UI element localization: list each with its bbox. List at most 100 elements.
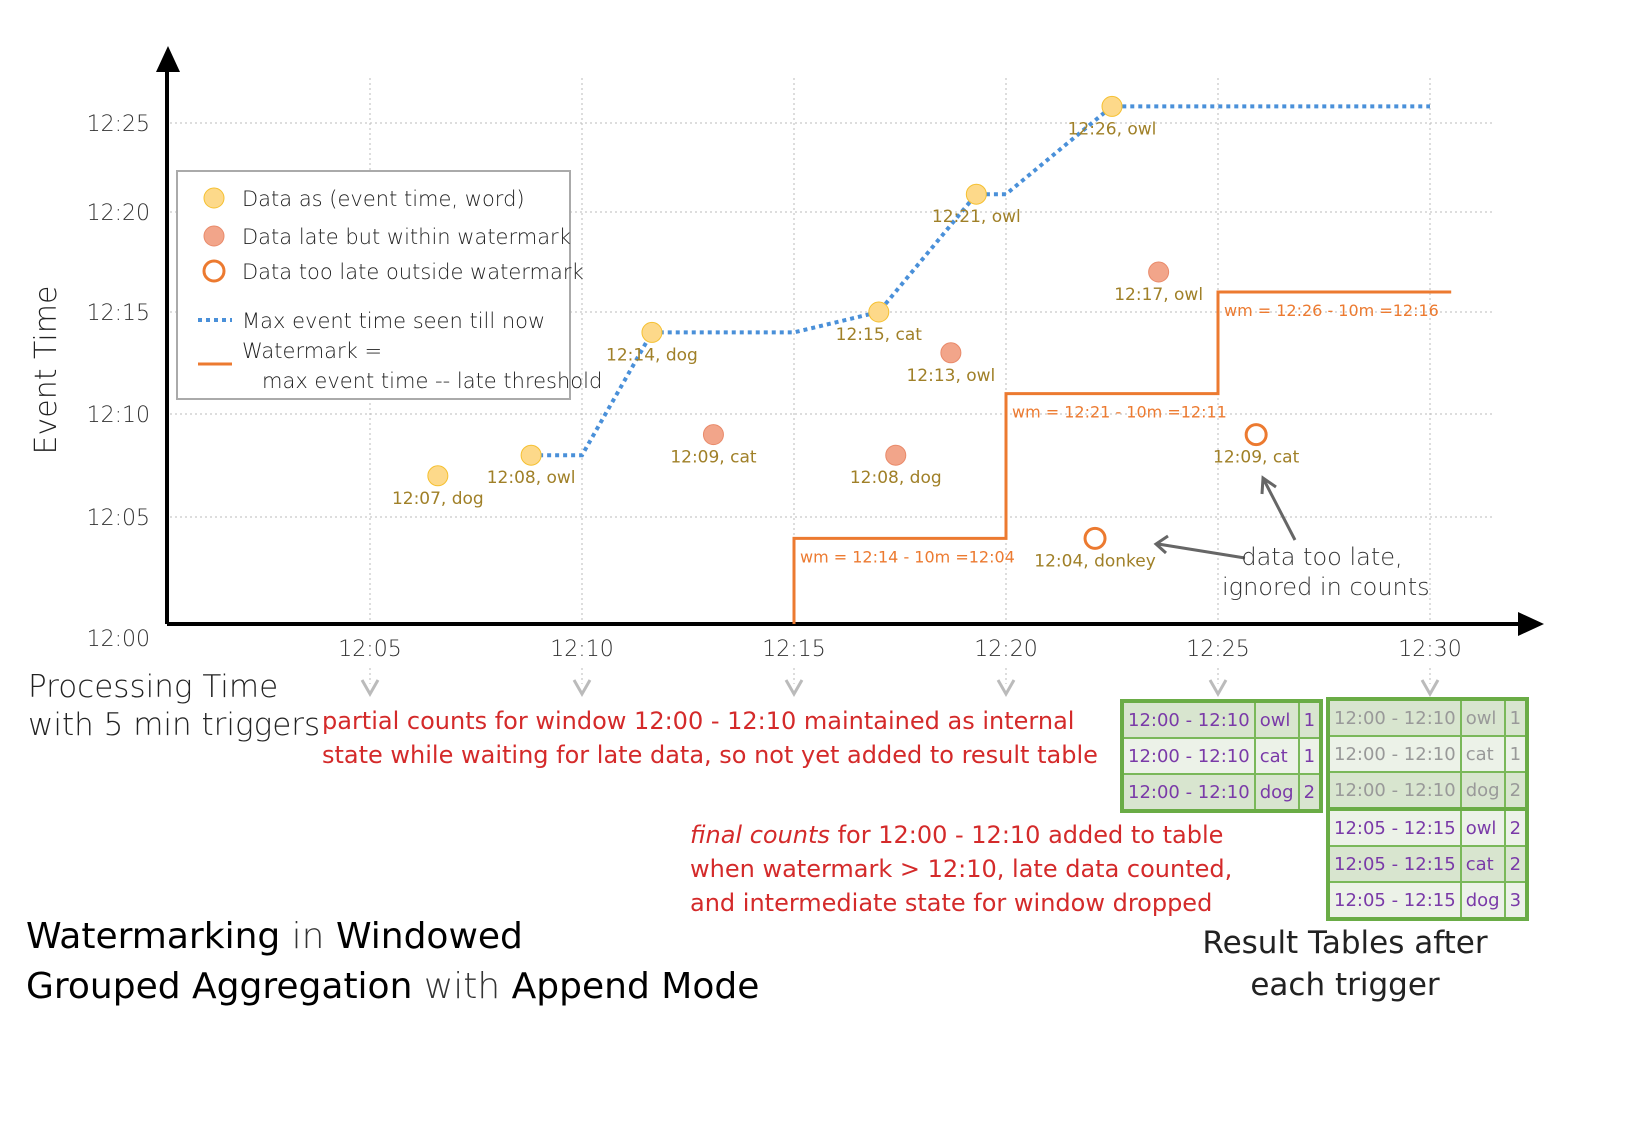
trigger-arrow-icon xyxy=(1420,679,1440,698)
count-cell: 1 xyxy=(1297,737,1323,775)
legend-label: max event time -- late threshold xyxy=(262,369,602,393)
trigger-arrow-icon xyxy=(784,679,804,698)
final-line3: and intermediate state for window droppe… xyxy=(690,889,1213,917)
legend-label: Max event time seen till now xyxy=(242,309,545,333)
table-row: 12:05 - 12:15 dog 3 xyxy=(1327,881,1529,920)
watermark-label: wm = 12:21 - 10m =12:11 xyxy=(1012,403,1227,422)
x-axis-arrow-icon xyxy=(1518,612,1544,636)
watermark-label: wm = 12:14 - 10m =12:04 xyxy=(800,547,1015,566)
data-point xyxy=(965,183,987,205)
count-cell: 2 xyxy=(1503,807,1529,847)
window-cell: 12:00 - 12:10 xyxy=(1121,700,1256,739)
legend-data-icon xyxy=(203,187,225,209)
count-cell: 1 xyxy=(1297,700,1323,739)
count-cell: 1 xyxy=(1503,698,1529,737)
y-tick-label: 12:25 xyxy=(87,112,150,137)
word-cell: owl xyxy=(1459,807,1506,847)
late-point xyxy=(940,342,962,364)
max-event-time-line xyxy=(531,104,1430,458)
word-cell: cat xyxy=(1459,735,1506,773)
window-cell: 12:05 - 12:15 xyxy=(1327,881,1462,920)
title-part: with xyxy=(412,966,512,1007)
result-table-12-30: 12:00 - 12:10 owl 1 12:00 - 12:10 cat 1 12:00 … xyxy=(1326,697,1530,921)
partial-line2: state while waiting for late data, so no… xyxy=(322,741,1098,769)
legend-label: Data as (event time, word) xyxy=(242,187,525,211)
y-tick-label: 12:10 xyxy=(87,403,150,428)
legend-too-late-icon xyxy=(202,259,226,283)
trigger-arrow-icon xyxy=(572,679,592,698)
y-axis-label: Event Time xyxy=(29,286,64,455)
count-cell: 1 xyxy=(1503,735,1529,773)
partial-counts-note: partial counts for window 12:00 - 12:10 … xyxy=(322,704,1098,772)
final-line2: when watermark > 12:10, late data counte… xyxy=(690,855,1233,883)
legend-label: Data late but within watermark xyxy=(242,225,571,249)
point-label: 12:17, owl xyxy=(1114,285,1203,305)
y-tick-label: 12:15 xyxy=(87,301,150,326)
title-part: Watermarking xyxy=(26,916,281,957)
point-label: 12:08, dog xyxy=(850,468,942,488)
caption-line1: Result Tables after xyxy=(1202,925,1488,961)
watermark-label: wm = 12:26 - 10m =12:16 xyxy=(1224,301,1439,320)
partial-line1: partial counts for window 12:00 - 12:10 … xyxy=(322,707,1075,735)
window-cell: 12:05 - 12:15 xyxy=(1327,807,1462,847)
window-cell: 12:00 - 12:10 xyxy=(1121,737,1256,775)
word-cell: dog xyxy=(1253,773,1300,812)
data-point xyxy=(427,465,449,487)
count-cell: 2 xyxy=(1503,771,1529,810)
too-late-arrow-icon xyxy=(1260,475,1297,541)
too-late-line1: data too late, xyxy=(1241,543,1403,571)
too-late-point xyxy=(1244,423,1268,447)
late-point xyxy=(702,424,724,446)
x-axis-label: Processing Time with 5 min triggers xyxy=(28,668,320,744)
window-cell: 12:00 - 12:10 xyxy=(1121,773,1256,812)
y-tick-label: 12:20 xyxy=(87,201,150,226)
x-tick-label: 12:20 xyxy=(974,637,1037,662)
word-cell: dog xyxy=(1459,881,1506,920)
table-row: 12:00 - 12:10 dog 2 xyxy=(1121,773,1323,812)
final-counts-em: final counts xyxy=(690,821,830,849)
diagram-title: Watermarking in Windowed Grouped Aggrega… xyxy=(26,912,759,1012)
x-axis-label-line1: Processing Time xyxy=(28,669,279,705)
x-tick-label: 12:25 xyxy=(1186,637,1249,662)
point-label: 12:15, cat xyxy=(836,325,923,345)
point-label: 12:26, owl xyxy=(1068,119,1157,139)
point-label: 12:04, donkey xyxy=(1034,551,1156,571)
table-row: 12:05 - 12:15 owl 2 xyxy=(1327,807,1529,847)
point-label: 12:07, dog xyxy=(392,489,484,509)
x-tick-label: 12:15 xyxy=(762,637,825,662)
title-part: Grouped Aggregation xyxy=(26,966,413,1007)
final-line1: for 12:00 - 12:10 added to table xyxy=(829,821,1224,849)
word-cell: dog xyxy=(1459,771,1506,810)
y-axis-arrow-icon xyxy=(156,46,180,72)
legend-late-icon xyxy=(203,225,225,247)
late-point xyxy=(1148,261,1170,283)
point-label: 12:08, owl xyxy=(487,468,576,488)
too-late-arrow-icon xyxy=(1153,534,1246,560)
data-point xyxy=(868,301,890,323)
x-tick-label: 12:05 xyxy=(338,637,401,662)
data-point xyxy=(1101,95,1123,117)
word-cell: owl xyxy=(1459,698,1506,737)
window-cell: 12:00 - 12:10 xyxy=(1327,771,1462,810)
window-cell: 12:05 - 12:15 xyxy=(1327,845,1462,883)
late-point xyxy=(885,444,907,466)
title-part: Windowed xyxy=(335,916,523,957)
caption-line2: each trigger xyxy=(1250,967,1440,1003)
title-part: in xyxy=(280,916,336,957)
x-axis-label-line2: with 5 min triggers xyxy=(28,707,321,743)
table-row: 12:00 - 12:10 cat 1 xyxy=(1327,735,1529,773)
table-row: 12:00 - 12:10 owl 1 xyxy=(1327,698,1529,737)
too-late-note: data too late, ignored in counts xyxy=(1222,542,1430,602)
window-cell: 12:00 - 12:10 xyxy=(1327,735,1462,773)
word-cell: owl xyxy=(1253,700,1300,739)
too-late-point xyxy=(1083,526,1107,550)
y-tick-label: 12:00 xyxy=(87,627,150,652)
result-tables-caption: Result Tables after each trigger xyxy=(1200,922,1490,1006)
data-point xyxy=(641,321,663,343)
count-cell: 2 xyxy=(1503,845,1529,883)
table-row: 12:00 - 12:10 owl 1 xyxy=(1121,700,1323,739)
word-cell: cat xyxy=(1459,845,1506,883)
point-label: 12:14, dog xyxy=(606,345,698,365)
trigger-arrow-icon xyxy=(360,679,380,698)
